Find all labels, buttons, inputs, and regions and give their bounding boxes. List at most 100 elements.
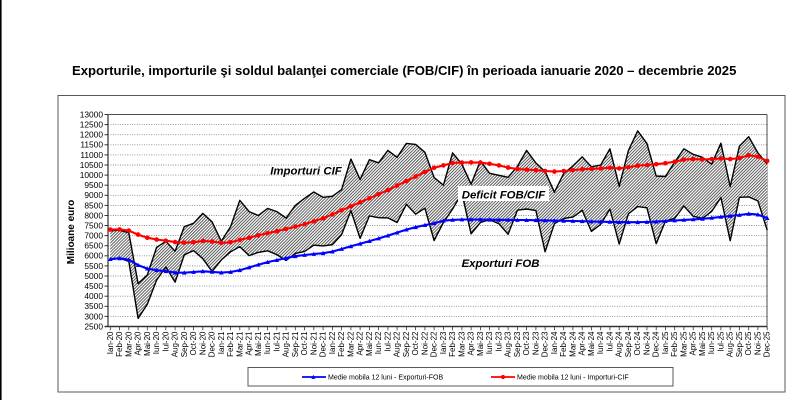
svg-text:Medie mobila 12 luni - Importu: Medie mobila 12 luni - Importuri-CIF <box>517 375 629 382</box>
svg-text:Mai-23: Mai-23 <box>476 331 485 356</box>
svg-text:Sep-20: Sep-20 <box>180 331 189 357</box>
svg-text:Feb-21: Feb-21 <box>226 331 235 357</box>
svg-text:Oct-25: Oct-25 <box>744 331 753 356</box>
svg-text:7000: 7000 <box>84 231 103 241</box>
svg-text:6500: 6500 <box>84 241 103 251</box>
svg-text:Oct-22: Oct-22 <box>411 331 420 356</box>
svg-text:3000: 3000 <box>84 311 103 321</box>
svg-text:Mai-20: Mai-20 <box>143 331 152 356</box>
svg-text:Sep-23: Sep-23 <box>513 331 522 357</box>
svg-text:Iul-23: Iul-23 <box>494 331 503 352</box>
svg-text:Sep-25: Sep-25 <box>735 331 744 357</box>
svg-text:Mar-23: Mar-23 <box>457 331 466 357</box>
svg-text:Mar-24: Mar-24 <box>568 331 577 357</box>
svg-text:10500: 10500 <box>80 160 104 170</box>
svg-text:Iun-22: Iun-22 <box>374 331 383 354</box>
svg-text:Ian-20: Ian-20 <box>106 331 115 354</box>
svg-text:12000: 12000 <box>80 130 104 140</box>
svg-text:Aug-23: Aug-23 <box>504 331 513 357</box>
svg-text:8500: 8500 <box>84 200 103 210</box>
svg-text:Dec-23: Dec-23 <box>541 331 550 357</box>
svg-text:Mai-25: Mai-25 <box>698 331 707 356</box>
svg-text:5000: 5000 <box>84 271 103 281</box>
svg-text:Iun-25: Iun-25 <box>707 331 716 354</box>
svg-text:Dec-21: Dec-21 <box>319 331 328 357</box>
svg-text:Apr-23: Apr-23 <box>467 331 476 356</box>
svg-text:Mar-21: Mar-21 <box>235 331 244 357</box>
svg-text:Deficit FOB/CIF: Deficit FOB/CIF <box>462 189 547 201</box>
svg-text:Apr-25: Apr-25 <box>689 331 698 356</box>
svg-text:Iul-25: Iul-25 <box>716 331 725 352</box>
svg-text:7500: 7500 <box>84 220 103 230</box>
svg-text:Dec-25: Dec-25 <box>763 331 772 357</box>
svg-text:Iun-20: Iun-20 <box>152 331 161 354</box>
svg-text:Feb-24: Feb-24 <box>559 331 568 357</box>
svg-text:Sep-21: Sep-21 <box>291 331 300 357</box>
svg-text:Iul-21: Iul-21 <box>272 331 281 352</box>
svg-text:Mar-20: Mar-20 <box>124 331 133 357</box>
svg-text:11000: 11000 <box>80 150 103 160</box>
svg-text:Oct-23: Oct-23 <box>522 331 531 356</box>
svg-text:Iun-23: Iun-23 <box>485 331 494 354</box>
svg-text:Iul-20: Iul-20 <box>161 331 170 352</box>
svg-text:Apr-20: Apr-20 <box>134 331 143 356</box>
svg-text:Dec-24: Dec-24 <box>652 331 661 357</box>
svg-text:Aug-20: Aug-20 <box>171 331 180 357</box>
svg-text:Aug-22: Aug-22 <box>393 331 402 357</box>
svg-text:Dec-20: Dec-20 <box>208 331 217 357</box>
svg-text:11500: 11500 <box>80 140 103 150</box>
svg-text:12500: 12500 <box>80 120 104 130</box>
svg-text:Apr-22: Apr-22 <box>356 331 365 356</box>
svg-text:Noi-24: Noi-24 <box>642 331 651 355</box>
svg-text:9500: 9500 <box>84 180 103 190</box>
svg-text:Feb-25: Feb-25 <box>670 331 679 357</box>
svg-text:Mai-24: Mai-24 <box>587 331 596 356</box>
svg-text:Feb-23: Feb-23 <box>448 331 457 357</box>
svg-text:Aug-24: Aug-24 <box>615 331 624 357</box>
svg-text:Ian-25: Ian-25 <box>661 331 670 354</box>
svg-text:Mar-25: Mar-25 <box>679 331 688 357</box>
svg-text:2500: 2500 <box>84 321 103 331</box>
svg-text:Sep-24: Sep-24 <box>624 331 633 357</box>
svg-text:Iul-24: Iul-24 <box>605 331 614 352</box>
svg-text:Dec-22: Dec-22 <box>430 331 439 357</box>
svg-text:Aug-25: Aug-25 <box>726 331 735 357</box>
svg-text:Exporturi FOB: Exporturi FOB <box>462 258 540 270</box>
svg-text:6000: 6000 <box>84 251 103 261</box>
svg-text:Oct-20: Oct-20 <box>189 331 198 356</box>
svg-text:10000: 10000 <box>80 170 104 180</box>
svg-text:4000: 4000 <box>84 291 103 301</box>
svg-text:Iun-24: Iun-24 <box>596 331 605 354</box>
svg-text:Apr-24: Apr-24 <box>578 331 587 356</box>
svg-text:9000: 9000 <box>84 190 103 200</box>
svg-text:Iul-22: Iul-22 <box>383 331 392 352</box>
svg-text:8000: 8000 <box>84 210 103 220</box>
svg-text:Ian-23: Ian-23 <box>439 331 448 354</box>
svg-text:Ian-24: Ian-24 <box>550 331 559 354</box>
svg-text:Feb-20: Feb-20 <box>115 331 124 357</box>
svg-text:Mar-22: Mar-22 <box>346 331 355 357</box>
svg-text:Importuri CIF: Importuri CIF <box>270 165 343 177</box>
svg-text:Feb-22: Feb-22 <box>337 331 346 357</box>
svg-text:Aug-21: Aug-21 <box>282 331 291 357</box>
svg-text:Sep-22: Sep-22 <box>402 331 411 357</box>
svg-text:Oct-24: Oct-24 <box>633 331 642 356</box>
svg-text:4500: 4500 <box>84 281 103 291</box>
svg-text:Milioane euro: Milioane euro <box>66 200 77 264</box>
svg-text:Mai-22: Mai-22 <box>365 331 374 356</box>
svg-text:Apr-21: Apr-21 <box>245 331 254 356</box>
svg-text:13000: 13000 <box>80 109 104 119</box>
svg-text:Iun-21: Iun-21 <box>263 331 272 354</box>
svg-text:Noi-21: Noi-21 <box>309 331 318 355</box>
svg-text:Noi-20: Noi-20 <box>198 331 207 355</box>
svg-text:Medie mobila 12 luni - Exportu: Medie mobila 12 luni - Exporturi-FOB <box>328 375 443 382</box>
svg-text:Ian-22: Ian-22 <box>328 331 337 354</box>
svg-text:Noi-25: Noi-25 <box>753 331 762 355</box>
svg-text:Ian-21: Ian-21 <box>217 331 226 354</box>
svg-text:Mai-21: Mai-21 <box>254 331 263 356</box>
svg-text:Noi-22: Noi-22 <box>420 331 429 355</box>
svg-text:5500: 5500 <box>84 261 103 271</box>
svg-text:3500: 3500 <box>84 301 103 311</box>
svg-text:Noi-23: Noi-23 <box>531 331 540 355</box>
svg-text:Oct-21: Oct-21 <box>300 331 309 356</box>
